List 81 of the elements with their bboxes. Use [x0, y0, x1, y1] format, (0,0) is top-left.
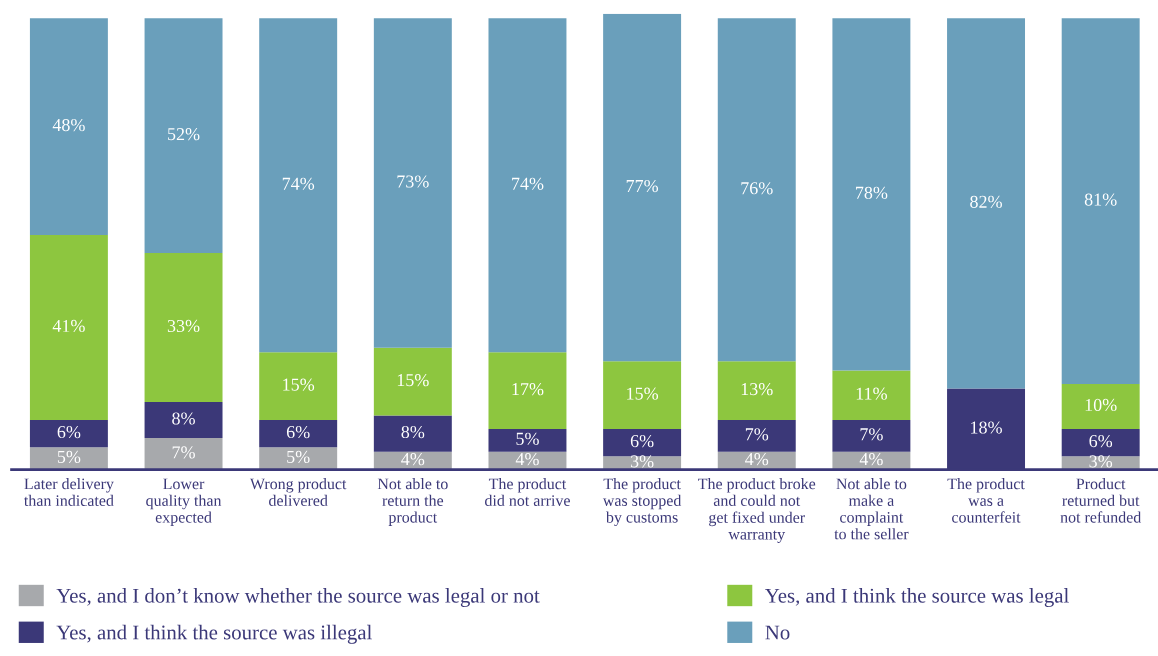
x-tick-label: Lower quality than expected — [146, 478, 222, 526]
bar — [144, 401, 223, 439]
data-label: 17% — [512, 383, 544, 396]
bar — [1061, 429, 1140, 457]
bar — [373, 347, 452, 416]
x-tick-label: The product was stopped by customs — [602, 478, 682, 526]
data-label: 52% — [168, 127, 200, 141]
bar — [1061, 383, 1140, 430]
x-tick-label: The product did not arrive — [485, 478, 570, 506]
x-tick-label: Not able to make a complaint to the seller — [834, 478, 909, 540]
x-tick-label: The product was a counterfeit — [947, 478, 1025, 523]
data-label: 3% — [630, 455, 654, 468]
data-label: 5% — [287, 450, 310, 463]
data-label: 77% — [626, 179, 659, 193]
data-label: 76% — [741, 182, 773, 195]
data-label: 18% — [971, 421, 1002, 434]
bar — [603, 429, 682, 457]
data-label: 15% — [627, 387, 659, 400]
data-label: 10% — [1085, 398, 1117, 412]
data-label: 3% — [1089, 455, 1113, 468]
x-tick-label: Later delivery than indicated — [24, 478, 114, 507]
bar — [832, 18, 911, 371]
data-label: 6% — [286, 425, 310, 439]
data-label: 73% — [397, 175, 429, 188]
data-label: 6% — [630, 434, 654, 448]
legend-label: No — [765, 625, 790, 640]
bar — [29, 234, 108, 421]
bar — [144, 438, 223, 470]
x-tick-label: Not able to return the product — [377, 478, 448, 526]
data-label: 15% — [283, 378, 315, 391]
data-label: 5% — [57, 450, 81, 463]
data-label: 6% — [1089, 434, 1113, 448]
legend-label: Yes, and I think the source was illegal — [56, 624, 372, 644]
data-label: 7% — [745, 428, 769, 441]
bar — [717, 420, 796, 452]
data-label: 15% — [397, 374, 429, 387]
data-label: 33% — [167, 319, 200, 333]
data-label: 48% — [52, 118, 85, 132]
data-label: 82% — [970, 195, 1002, 208]
data-label: 5% — [516, 432, 539, 445]
data-label: 8% — [172, 412, 195, 425]
bar — [29, 420, 108, 448]
data-label: 74% — [282, 177, 315, 190]
data-label: 78% — [856, 186, 888, 199]
x-tick-label: The product broke and could not get fixed under warranty — [698, 478, 816, 543]
bar — [1061, 18, 1140, 384]
bar — [488, 352, 567, 430]
legend-label: Yes, and I don’t know whether the source was legal or not — [56, 588, 540, 608]
data-label: 7% — [860, 428, 883, 441]
data-label: 41% — [52, 319, 85, 333]
data-label: 4% — [515, 453, 539, 466]
bar — [144, 253, 223, 402]
bar — [717, 361, 796, 421]
bar — [488, 429, 567, 452]
bar — [603, 13, 682, 362]
bar — [717, 18, 796, 362]
x-tick-label: Product returned but not refunded — [1060, 478, 1142, 523]
data-label: 13% — [741, 383, 773, 396]
bar — [144, 18, 223, 254]
data-label: 11% — [856, 387, 887, 400]
bar — [259, 420, 338, 448]
bar — [29, 18, 108, 235]
bar — [373, 415, 452, 452]
bar — [259, 352, 338, 421]
bar — [947, 18, 1026, 389]
bar — [488, 18, 567, 353]
bar — [832, 420, 911, 452]
data-label: 4% — [745, 453, 769, 466]
bar — [259, 18, 338, 353]
data-label: 74% — [512, 177, 544, 190]
legend-label: Yes, and I think the source was legal — [765, 588, 1069, 608]
data-label: 81% — [1084, 193, 1117, 206]
data-label: 6% — [57, 425, 81, 439]
bar — [832, 370, 911, 421]
bar — [373, 18, 452, 348]
data-label: 4% — [401, 453, 425, 466]
bar — [603, 361, 682, 430]
data-label: 4% — [859, 453, 883, 466]
data-label: 7% — [172, 446, 195, 459]
data-label: 8% — [401, 425, 425, 439]
x-tick-label: Wrong product delivered — [249, 478, 347, 507]
